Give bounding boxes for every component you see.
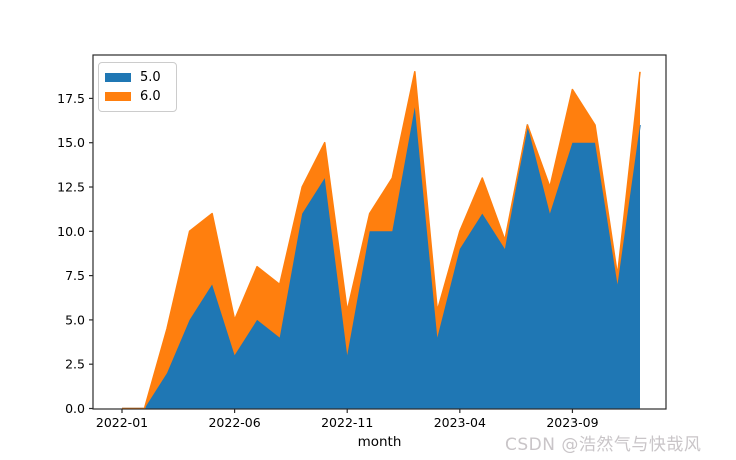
y-tick-label: 2.5	[65, 357, 85, 372]
area-series-5.0	[122, 107, 640, 409]
area-series-6.0	[122, 71, 640, 409]
x-tick-label: 2022-06	[208, 415, 260, 430]
x-tick-label: 2022-01	[96, 415, 148, 430]
plot-frame	[92, 54, 667, 410]
y-tick-label: 15.0	[57, 135, 85, 150]
y-tick-label: 0.0	[65, 401, 85, 416]
y-tick-label: 5.0	[65, 312, 85, 327]
legend-label: 6.0	[140, 89, 161, 104]
legend-item-series-1[interactable]: 6.0	[105, 87, 167, 106]
y-tick-label: 17.5	[57, 91, 85, 106]
legend-swatch-blue	[105, 73, 131, 82]
legend-swatch-orange	[105, 92, 131, 101]
legend-item-series-0[interactable]: 5.0	[105, 68, 167, 87]
y-tick-label: 7.5	[65, 268, 85, 283]
legend-label: 5.0	[140, 70, 161, 85]
area-edge-series-6.0	[122, 71, 641, 410]
watermark: CSDN @浩然气与快哉风	[505, 435, 702, 455]
x-tick-label: 2023-04	[434, 415, 486, 430]
y-tick-label: 12.5	[57, 180, 85, 195]
legend[interactable]: 5.0 6.0	[98, 62, 177, 112]
x-tick-label: 2023-09	[546, 415, 598, 430]
x-axis-title: month	[357, 434, 402, 450]
y-tick-label: 10.0	[57, 224, 85, 239]
x-tick-label: 2022-11	[321, 415, 373, 430]
